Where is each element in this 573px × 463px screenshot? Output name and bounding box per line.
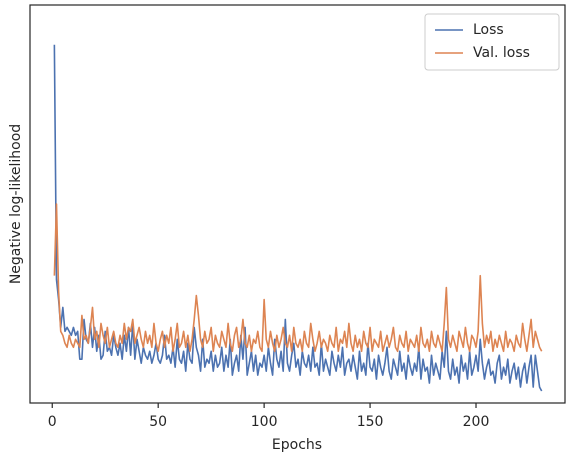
x-tick-label: 100 [251,414,278,430]
data-line [53,44,543,392]
x-tick-label: 150 [357,414,384,430]
x-tick-label: 50 [149,414,167,430]
data-line [53,203,543,353]
x-tick-label: 200 [463,414,490,430]
x-axis-label: Epochs [272,437,322,453]
legend-label: Loss [473,22,504,38]
legend-label: Val. loss [473,45,530,61]
legend-box [424,13,560,71]
x-tick-label: 0 [48,414,57,430]
y-axis-label: Negative log-likelihood [8,124,24,284]
plot-frame [29,4,566,404]
